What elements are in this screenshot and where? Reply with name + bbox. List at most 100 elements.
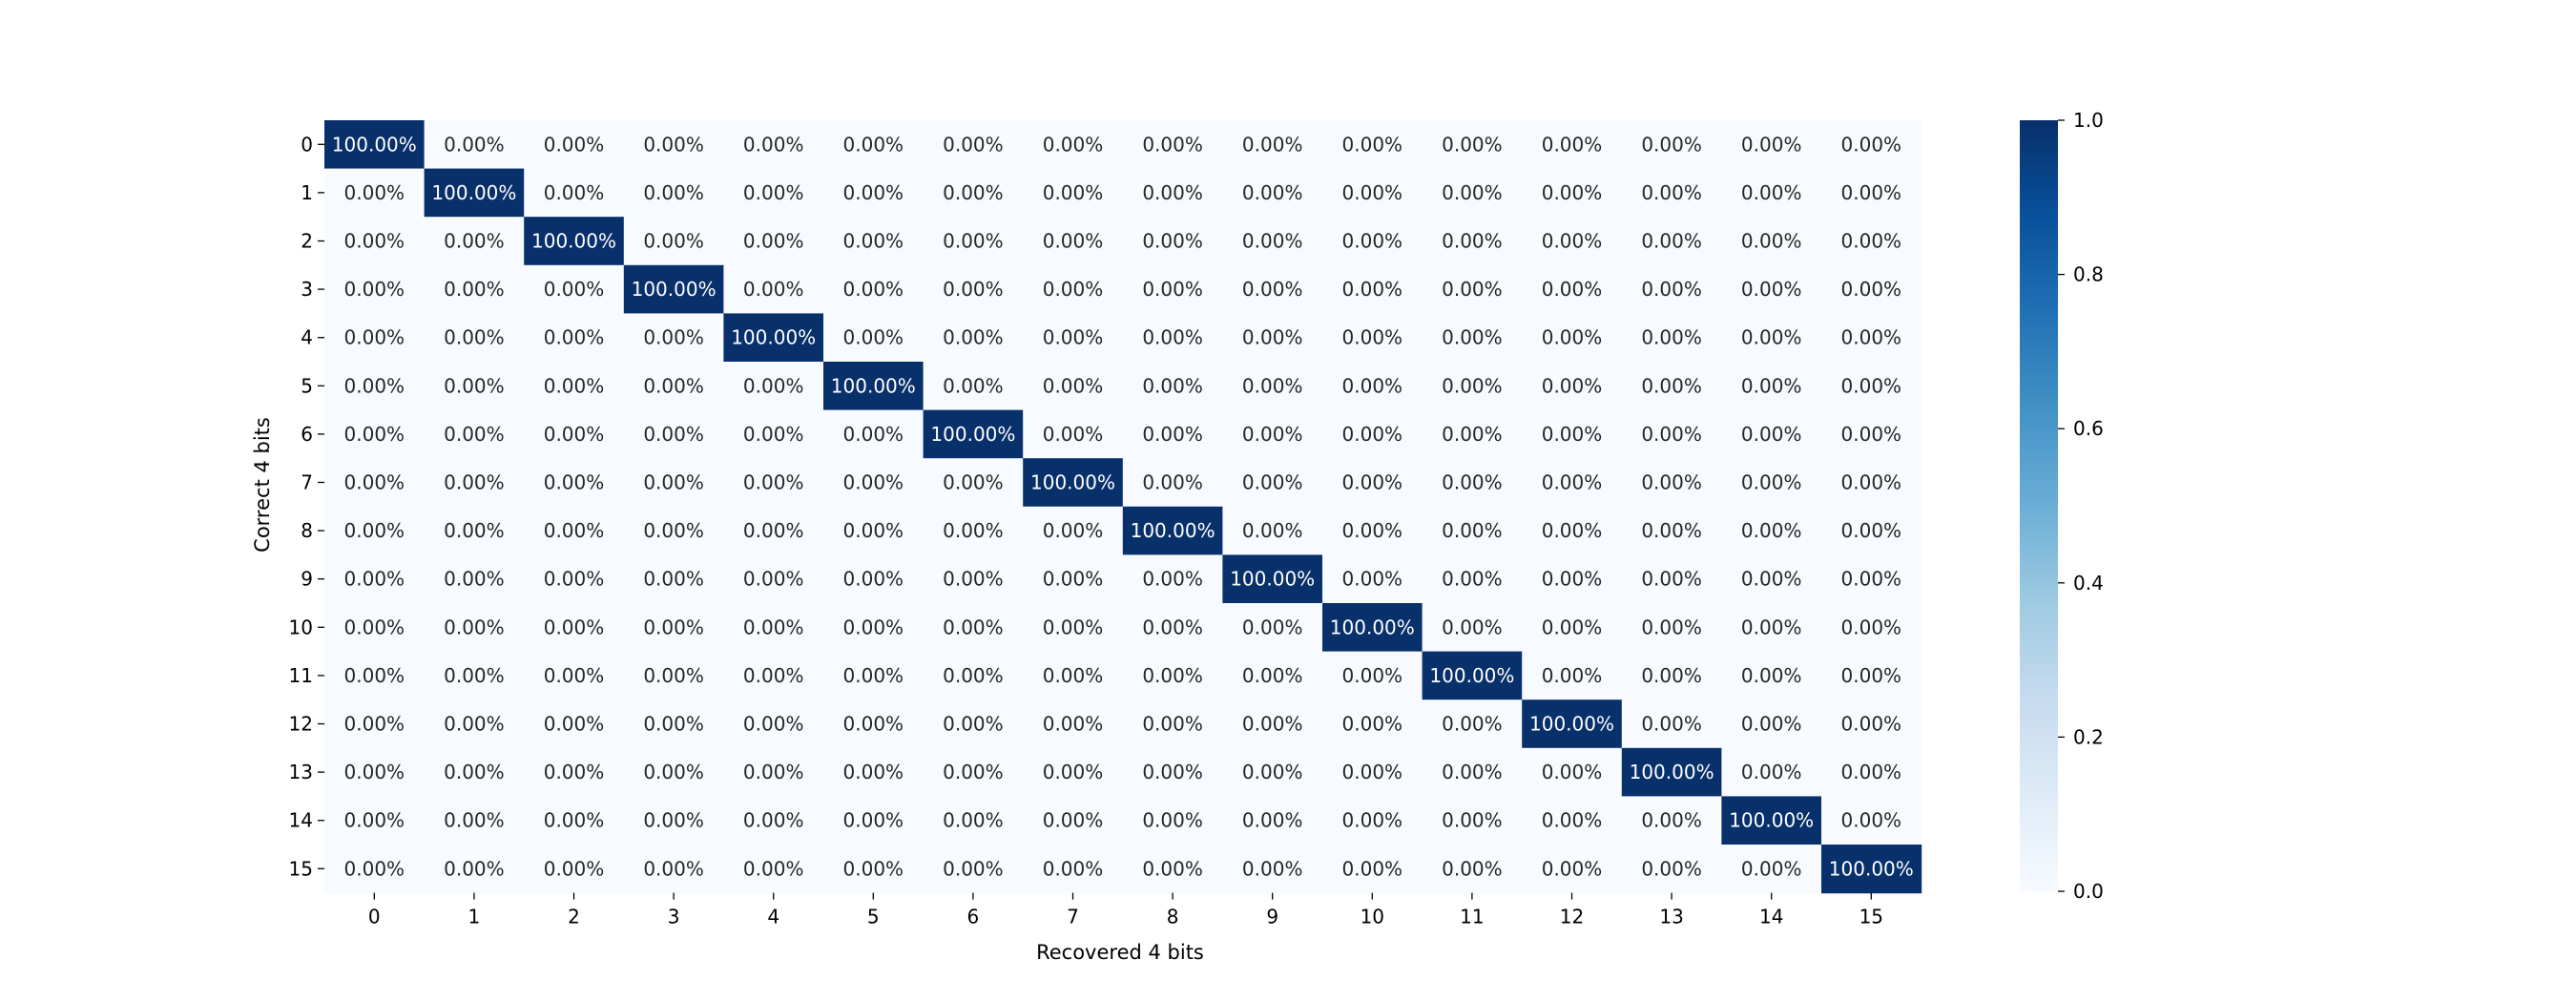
cell-value-label-r11-c3: 0.00% xyxy=(643,664,704,687)
cell-value-label-r14-c13: 0.00% xyxy=(1641,809,1702,832)
cell-value-label-r0-c14: 0.00% xyxy=(1741,133,1802,156)
cell-value-label-r12-c15: 0.00% xyxy=(1841,713,1902,736)
cell-value-label-r15-c6: 0.00% xyxy=(943,857,1004,880)
heatmap-cell-r5-c2 xyxy=(524,362,625,411)
cell-value-label-r13-c14: 0.00% xyxy=(1741,761,1802,783)
cell-value-label-r3-c15: 0.00% xyxy=(1841,278,1902,301)
heatmap-cell-r2-c3 xyxy=(623,217,724,266)
cell-value-label-r0-c1: 0.00% xyxy=(444,133,505,156)
cell-value-label-r4-c10: 0.00% xyxy=(1342,326,1403,349)
heatmap-cell-r5-c4 xyxy=(723,362,824,411)
cell-value-label-r4-c4: 100.00% xyxy=(731,326,816,349)
cell-value-label-r8-c13: 0.00% xyxy=(1641,519,1702,542)
cell-value-label-r5-c11: 0.00% xyxy=(1442,374,1503,397)
heatmap-cell-r14-c14 xyxy=(1721,796,1822,845)
cell-value-label-r9-c0: 0.00% xyxy=(344,568,405,591)
cell-value-label-r9-c6: 0.00% xyxy=(943,568,1004,591)
heatmap-cell-r6-c0 xyxy=(324,409,426,459)
heatmap-cell-r14-c10 xyxy=(1322,796,1423,845)
heatmap-cell-r10-c0 xyxy=(324,603,426,653)
cell-value-label-r6-c10: 0.00% xyxy=(1342,423,1403,446)
cell-value-label-r1-c4: 0.00% xyxy=(743,181,804,204)
colorbar-tick-label-0.0: 0.0 xyxy=(2073,880,2104,903)
cell-value-label-r15-c15: 100.00% xyxy=(1829,857,1914,880)
cell-value-label-r4-c5: 0.00% xyxy=(843,326,904,349)
heatmap-cell-r4-c7 xyxy=(1023,313,1124,363)
heatmap-cell-r9-c5 xyxy=(823,554,924,604)
cell-value-label-r9-c8: 0.00% xyxy=(1142,568,1203,591)
heatmap-cell-r0-c9 xyxy=(1222,120,1323,170)
heatmap-cell-r15-c5 xyxy=(823,845,924,894)
cell-value-label-r5-c1: 0.00% xyxy=(444,374,505,397)
heatmap-cell-r1-c1 xyxy=(424,168,525,218)
cell-value-label-r15-c5: 0.00% xyxy=(843,857,904,880)
cell-value-label-r12-c2: 0.00% xyxy=(544,713,605,736)
cell-value-label-r8-c14: 0.00% xyxy=(1741,519,1802,542)
cell-value-label-r5-c7: 0.00% xyxy=(1043,374,1104,397)
cell-value-label-r3-c0: 0.00% xyxy=(344,278,405,301)
cell-value-label-r1-c15: 0.00% xyxy=(1841,181,1902,204)
heatmap-cell-r14-c15 xyxy=(1821,796,1922,845)
heatmap-cell-r10-c9 xyxy=(1222,603,1323,653)
cell-value-label-r10-c1: 0.00% xyxy=(444,616,505,638)
cell-value-label-r1-c3: 0.00% xyxy=(643,181,704,204)
cell-value-label-r1-c10: 0.00% xyxy=(1342,181,1403,204)
heatmap-cell-r4-c12 xyxy=(1522,313,1623,363)
cell-value-label-r11-c10: 0.00% xyxy=(1342,664,1403,687)
cell-value-label-r6-c5: 0.00% xyxy=(843,423,904,446)
cell-value-label-r10-c4: 0.00% xyxy=(743,616,804,638)
heatmap-cell-r12-c5 xyxy=(823,699,924,749)
heatmap-cell-r8-c8 xyxy=(1122,506,1223,555)
x-tick-label-0: 0 xyxy=(368,906,381,929)
heatmap-cell-r11-c6 xyxy=(923,651,1024,700)
cell-value-label-r10-c15: 0.00% xyxy=(1841,616,1902,638)
x-tick-label-9: 9 xyxy=(1266,906,1278,929)
heatmap-cell-r9-c4 xyxy=(723,554,824,604)
colorbar-gradient xyxy=(2020,120,2058,891)
heatmap-cell-r5-c10 xyxy=(1322,362,1423,411)
cell-value-label-r4-c11: 0.00% xyxy=(1442,326,1503,349)
heatmap-cell-r10-c10 xyxy=(1322,603,1423,653)
heatmap-cell-r7-c9 xyxy=(1222,458,1323,508)
heatmap-cell-r14-c2 xyxy=(524,796,625,845)
cell-value-label-r8-c8: 100.00% xyxy=(1131,519,1215,542)
cell-value-label-r13-c12: 0.00% xyxy=(1542,761,1603,783)
cell-value-label-r9-c9: 100.00% xyxy=(1230,568,1315,591)
heatmap-cell-r3-c3 xyxy=(623,264,724,314)
cell-value-label-r12-c6: 0.00% xyxy=(943,713,1004,736)
cell-value-label-r11-c6: 0.00% xyxy=(943,664,1004,687)
cell-value-label-r13-c8: 0.00% xyxy=(1142,761,1203,783)
heatmap-cell-r6-c8 xyxy=(1122,409,1223,459)
cell-value-label-r1-c13: 0.00% xyxy=(1641,181,1702,204)
cell-value-label-r4-c3: 0.00% xyxy=(643,326,704,349)
heatmap-cell-r7-c3 xyxy=(623,458,724,508)
cell-value-label-r0-c3: 0.00% xyxy=(643,133,704,156)
heatmap-cell-r11-c7 xyxy=(1023,651,1124,700)
heatmap-cell-r7-c5 xyxy=(823,458,924,508)
cell-value-label-r9-c2: 0.00% xyxy=(544,568,605,591)
heatmap-cell-r4-c6 xyxy=(923,313,1024,363)
heatmap-cell-r2-c1 xyxy=(424,217,525,266)
cell-value-label-r5-c10: 0.00% xyxy=(1342,374,1403,397)
heatmap-cell-r1-c11 xyxy=(1422,168,1523,218)
heatmap-cell-r7-c10 xyxy=(1322,458,1423,508)
x-tick-label-1: 1 xyxy=(468,906,481,929)
cell-value-label-r12-c11: 0.00% xyxy=(1442,713,1503,736)
cell-value-label-r14-c2: 0.00% xyxy=(544,809,605,832)
colorbar: 0.0 0.2 0.4 0.6 0.8 1.0 xyxy=(2020,109,2104,903)
cell-value-label-r6-c6: 100.00% xyxy=(930,423,1015,446)
cell-value-label-r5-c14: 0.00% xyxy=(1741,374,1802,397)
cell-value-label-r7-c1: 0.00% xyxy=(444,471,505,494)
heatmap-cell-r8-c0 xyxy=(324,506,426,555)
heatmap-cell-r10-c14 xyxy=(1721,603,1822,653)
heatmap-cell-r12-c4 xyxy=(723,699,824,749)
cell-value-label-r7-c2: 0.00% xyxy=(544,471,605,494)
cell-value-label-r14-c4: 0.00% xyxy=(743,809,804,832)
heatmap-cell-r2-c0 xyxy=(324,217,426,266)
y-tick-label-12: 12 xyxy=(289,713,313,736)
heatmap-cell-r5-c9 xyxy=(1222,362,1323,411)
cell-value-label-r2-c10: 0.00% xyxy=(1342,230,1403,253)
heatmap-cell-r8-c15 xyxy=(1821,506,1922,555)
heatmap-cell-r9-c0 xyxy=(324,554,426,604)
heatmap-cell-r5-c5 xyxy=(823,362,924,411)
